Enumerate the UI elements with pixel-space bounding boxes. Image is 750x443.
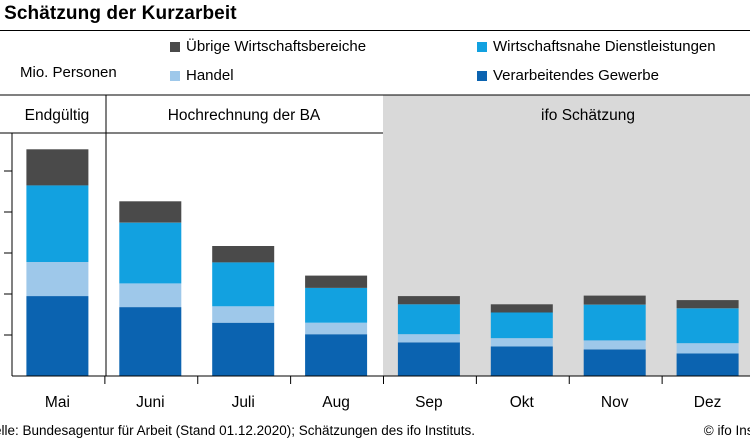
bar-mai-handel: [26, 262, 89, 296]
band-label-2: ifo Schätzung: [541, 107, 635, 124]
legend-label-gewerbe: Verarbeitendes Gewerbe: [493, 67, 659, 84]
x-tick-label-okt: Okt: [510, 394, 535, 411]
bar-juni-dienstleistungen: [119, 222, 182, 284]
bar-okt-dienstleistungen: [490, 312, 553, 339]
legend-swatch-handel: [170, 70, 180, 81]
source-note: elle: Bundesagentur für Arbeit (Stand 01…: [0, 423, 476, 438]
title-divider: [0, 30, 750, 31]
bar-juli-handel: [212, 306, 275, 323]
bar-juni-gewerbe: [119, 307, 182, 376]
x-tick-label-juli: Juli: [232, 394, 255, 411]
x-tick-label-nov: Nov: [601, 394, 629, 411]
bar-juni-handel: [119, 283, 182, 308]
bar-mai-gewerbe: [26, 296, 89, 376]
bar-mai-dienstleistungen: [26, 185, 89, 262]
bar-dez-handel: [676, 343, 739, 354]
x-tick-label-aug: Aug: [322, 394, 350, 411]
bar-okt-handel: [490, 338, 553, 347]
x-tick-label-dez: Dez: [694, 394, 722, 411]
legend-swatch-dienstleistungen: [477, 41, 487, 52]
bar-sep-uebrige: [397, 296, 460, 305]
bar-okt-uebrige: [490, 304, 553, 313]
x-tick-label-mai: Mai: [45, 394, 70, 411]
band-label-1: Hochrechnung der BA: [168, 107, 321, 124]
bar-dez-uebrige: [676, 300, 739, 309]
bar-okt-gewerbe: [490, 346, 553, 376]
bar-aug-uebrige: [305, 275, 368, 288]
bar-juli-gewerbe: [212, 322, 275, 376]
legend-swatch-uebrige: [170, 41, 180, 52]
bar-dez-dienstleistungen: [676, 308, 739, 344]
bar-juli-uebrige: [212, 246, 275, 263]
legend-item-uebrige: Übrige Wirtschaftsbereiche: [170, 38, 366, 55]
bar-dez-gewerbe: [676, 353, 739, 376]
legend-item-handel: Handel: [170, 67, 234, 84]
chart-title: o Schätzung der Kurzarbeit: [0, 3, 237, 24]
legend-label-dienstleistungen: Wirtschaftsnahe Dienstleistungen: [493, 38, 716, 55]
bar-aug-dienstleistungen: [305, 287, 368, 323]
band-label-0: Endgültig: [25, 107, 90, 124]
y-axis-unit-label: Mio. Personen: [20, 64, 117, 81]
legend-item-dienstleistungen: Wirtschaftsnahe Dienstleistungen: [477, 38, 716, 55]
bar-sep-handel: [397, 334, 460, 343]
legend-swatch-gewerbe: [477, 70, 487, 81]
bar-nov-handel: [583, 340, 646, 350]
legend-item-gewerbe: Verarbeitendes Gewerbe: [477, 67, 659, 84]
bar-sep-dienstleistungen: [397, 304, 460, 335]
legend-label-uebrige: Übrige Wirtschaftsbereiche: [186, 38, 367, 55]
bar-juli-dienstleistungen: [212, 262, 275, 307]
bar-aug-handel: [305, 322, 368, 335]
bar-mai-uebrige: [26, 149, 89, 186]
bar-sep-gewerbe: [397, 342, 460, 376]
bar-juni-uebrige: [119, 201, 182, 223]
bar-nov-dienstleistungen: [583, 304, 646, 341]
x-tick-label-sep: Sep: [415, 394, 443, 411]
bar-nov-uebrige: [583, 295, 646, 305]
copyright-note: © ifo Instit: [703, 423, 750, 438]
x-tick-label-juni: Juni: [136, 394, 164, 411]
bar-nov-gewerbe: [583, 349, 646, 376]
legend-label-handel: Handel: [186, 67, 234, 84]
bar-aug-gewerbe: [305, 334, 368, 376]
